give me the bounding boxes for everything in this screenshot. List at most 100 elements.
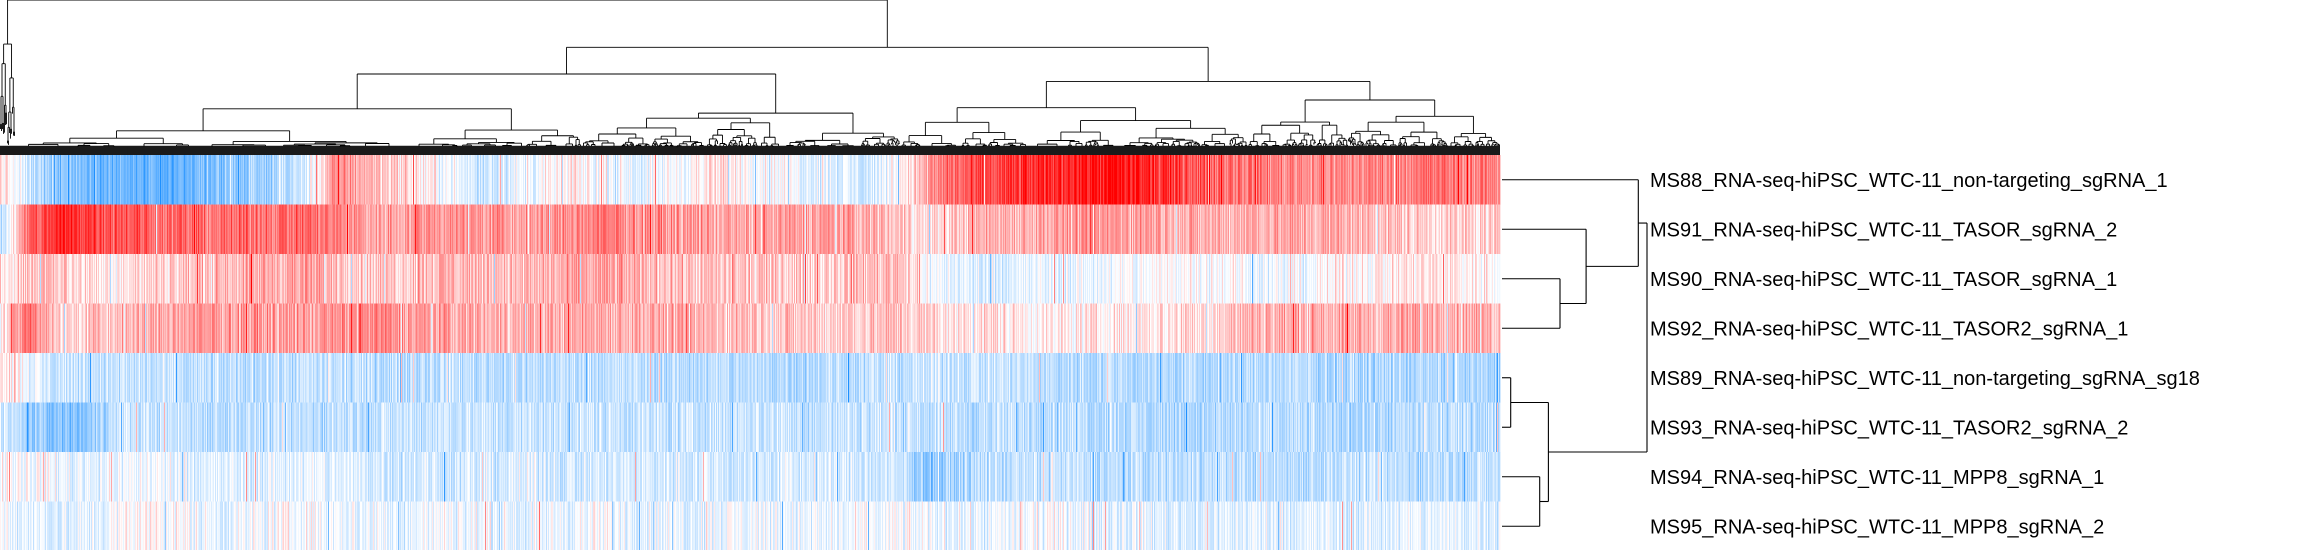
heatmap-cell	[401, 155, 403, 205]
heatmap-cell	[826, 155, 828, 205]
heatmap-cell	[852, 155, 854, 205]
heatmap-cell	[100, 155, 102, 205]
heatmap-cell	[58, 155, 60, 205]
heatmap-cell	[318, 155, 320, 205]
heatmap-cell	[796, 155, 798, 205]
heatmap-cell	[588, 155, 590, 205]
heatmap-cell	[1050, 155, 1052, 205]
heatmap-cell	[67, 155, 69, 205]
heatmap-cell	[86, 155, 88, 205]
heatmap-cell	[971, 155, 973, 205]
heatmap-cell	[183, 155, 185, 205]
heatmap-cell	[675, 155, 677, 205]
heatmap-cell	[878, 155, 880, 205]
heatmap-cell	[870, 155, 872, 205]
heatmap-cell	[1032, 155, 1034, 205]
heatmap-cell	[807, 155, 809, 205]
heatmap-cell	[432, 155, 434, 205]
heatmap-cell	[786, 155, 788, 205]
heatmap-cell	[379, 155, 381, 205]
heatmap-cell	[773, 155, 775, 205]
heatmap-cell	[462, 155, 464, 205]
heatmap-cell	[981, 155, 983, 205]
heatmap-cell	[780, 155, 782, 205]
heatmap-cell	[98, 155, 100, 205]
heatmap-cell	[767, 155, 769, 205]
heatmap-cell	[936, 155, 938, 205]
heatmap-cell	[669, 155, 671, 205]
heatmap-cell	[665, 155, 667, 205]
heatmap-cell	[821, 155, 823, 205]
heatmap-cell	[344, 155, 346, 205]
heatmap-cell	[95, 155, 97, 205]
heatmap-cell	[139, 155, 141, 205]
heatmap-cell	[326, 155, 328, 205]
heatmap-cell	[303, 155, 305, 205]
heatmap-cell	[342, 155, 344, 205]
heatmap-cell	[526, 155, 528, 205]
heatmap-cell	[533, 155, 535, 205]
heatmap-cell	[1114, 155, 1116, 205]
heatmap-cell	[519, 155, 521, 205]
heatmap-cell	[885, 155, 887, 205]
heatmap-cell	[494, 155, 496, 205]
heatmap-cell	[346, 155, 348, 205]
heatmap-cell	[943, 155, 945, 205]
heatmap-cell	[388, 155, 390, 205]
heatmap-cell	[636, 155, 638, 205]
heatmap-cell	[51, 155, 53, 205]
heatmap-cell	[105, 155, 107, 205]
heatmap-cell	[653, 155, 655, 205]
heatmap-cell	[176, 155, 178, 205]
heatmap-cell	[938, 155, 940, 205]
heatmap-cell	[794, 155, 796, 205]
heatmap-cell	[759, 155, 761, 205]
heatmap-cell	[696, 155, 698, 205]
heatmap-cell	[1059, 155, 1061, 205]
heatmap-cell	[364, 155, 366, 205]
heatmap-cell	[1049, 155, 1051, 205]
heatmap-cell	[1062, 155, 1064, 205]
heatmap-cell	[468, 155, 470, 205]
heatmap-cell	[1116, 155, 1118, 205]
heatmap-cell	[851, 155, 853, 205]
heatmap-cell	[150, 155, 152, 205]
heatmap-cell	[772, 155, 774, 205]
heatmap-cell	[679, 155, 681, 205]
heatmap-cell	[790, 155, 792, 205]
heatmap-cell	[466, 155, 468, 205]
heatmap-cell	[1120, 155, 1122, 205]
heatmap-cell	[698, 155, 700, 205]
heatmap-cell	[1045, 155, 1047, 205]
heatmap-cell	[202, 155, 204, 205]
heatmap-cell	[627, 155, 629, 205]
heatmap-cell	[231, 155, 233, 205]
heatmap-cell	[1048, 155, 1050, 205]
heatmap-cell	[1100, 155, 1102, 205]
heatmap-cell	[690, 155, 692, 205]
heatmap-row-0	[0, 155, 1501, 205]
heatmap-cell	[643, 155, 645, 205]
heatmap-cell	[366, 155, 368, 205]
heatmap-cell	[3, 155, 5, 205]
heatmap-cell	[1056, 155, 1058, 205]
heatmap-cell	[812, 155, 814, 205]
heatmap-cell	[484, 155, 486, 205]
heatmap-cell	[599, 155, 601, 205]
heatmap-cell	[106, 155, 108, 205]
heatmap-cell	[894, 155, 896, 205]
heatmap-cell	[352, 155, 354, 205]
heatmap-cell	[13, 155, 15, 205]
heatmap-cell	[617, 155, 619, 205]
heatmap-cell	[5, 155, 7, 205]
heatmap-cell	[304, 155, 306, 205]
heatmap-cell	[876, 155, 878, 205]
heatmap-cell	[929, 155, 931, 205]
heatmap-cell	[350, 155, 352, 205]
heatmap-cell	[631, 155, 633, 205]
heatmap-cell	[747, 155, 749, 205]
heatmap-cell	[872, 155, 874, 205]
heatmap-cell	[529, 155, 531, 205]
heatmap-cell	[363, 155, 365, 205]
heatmap-cell	[1117, 155, 1119, 205]
